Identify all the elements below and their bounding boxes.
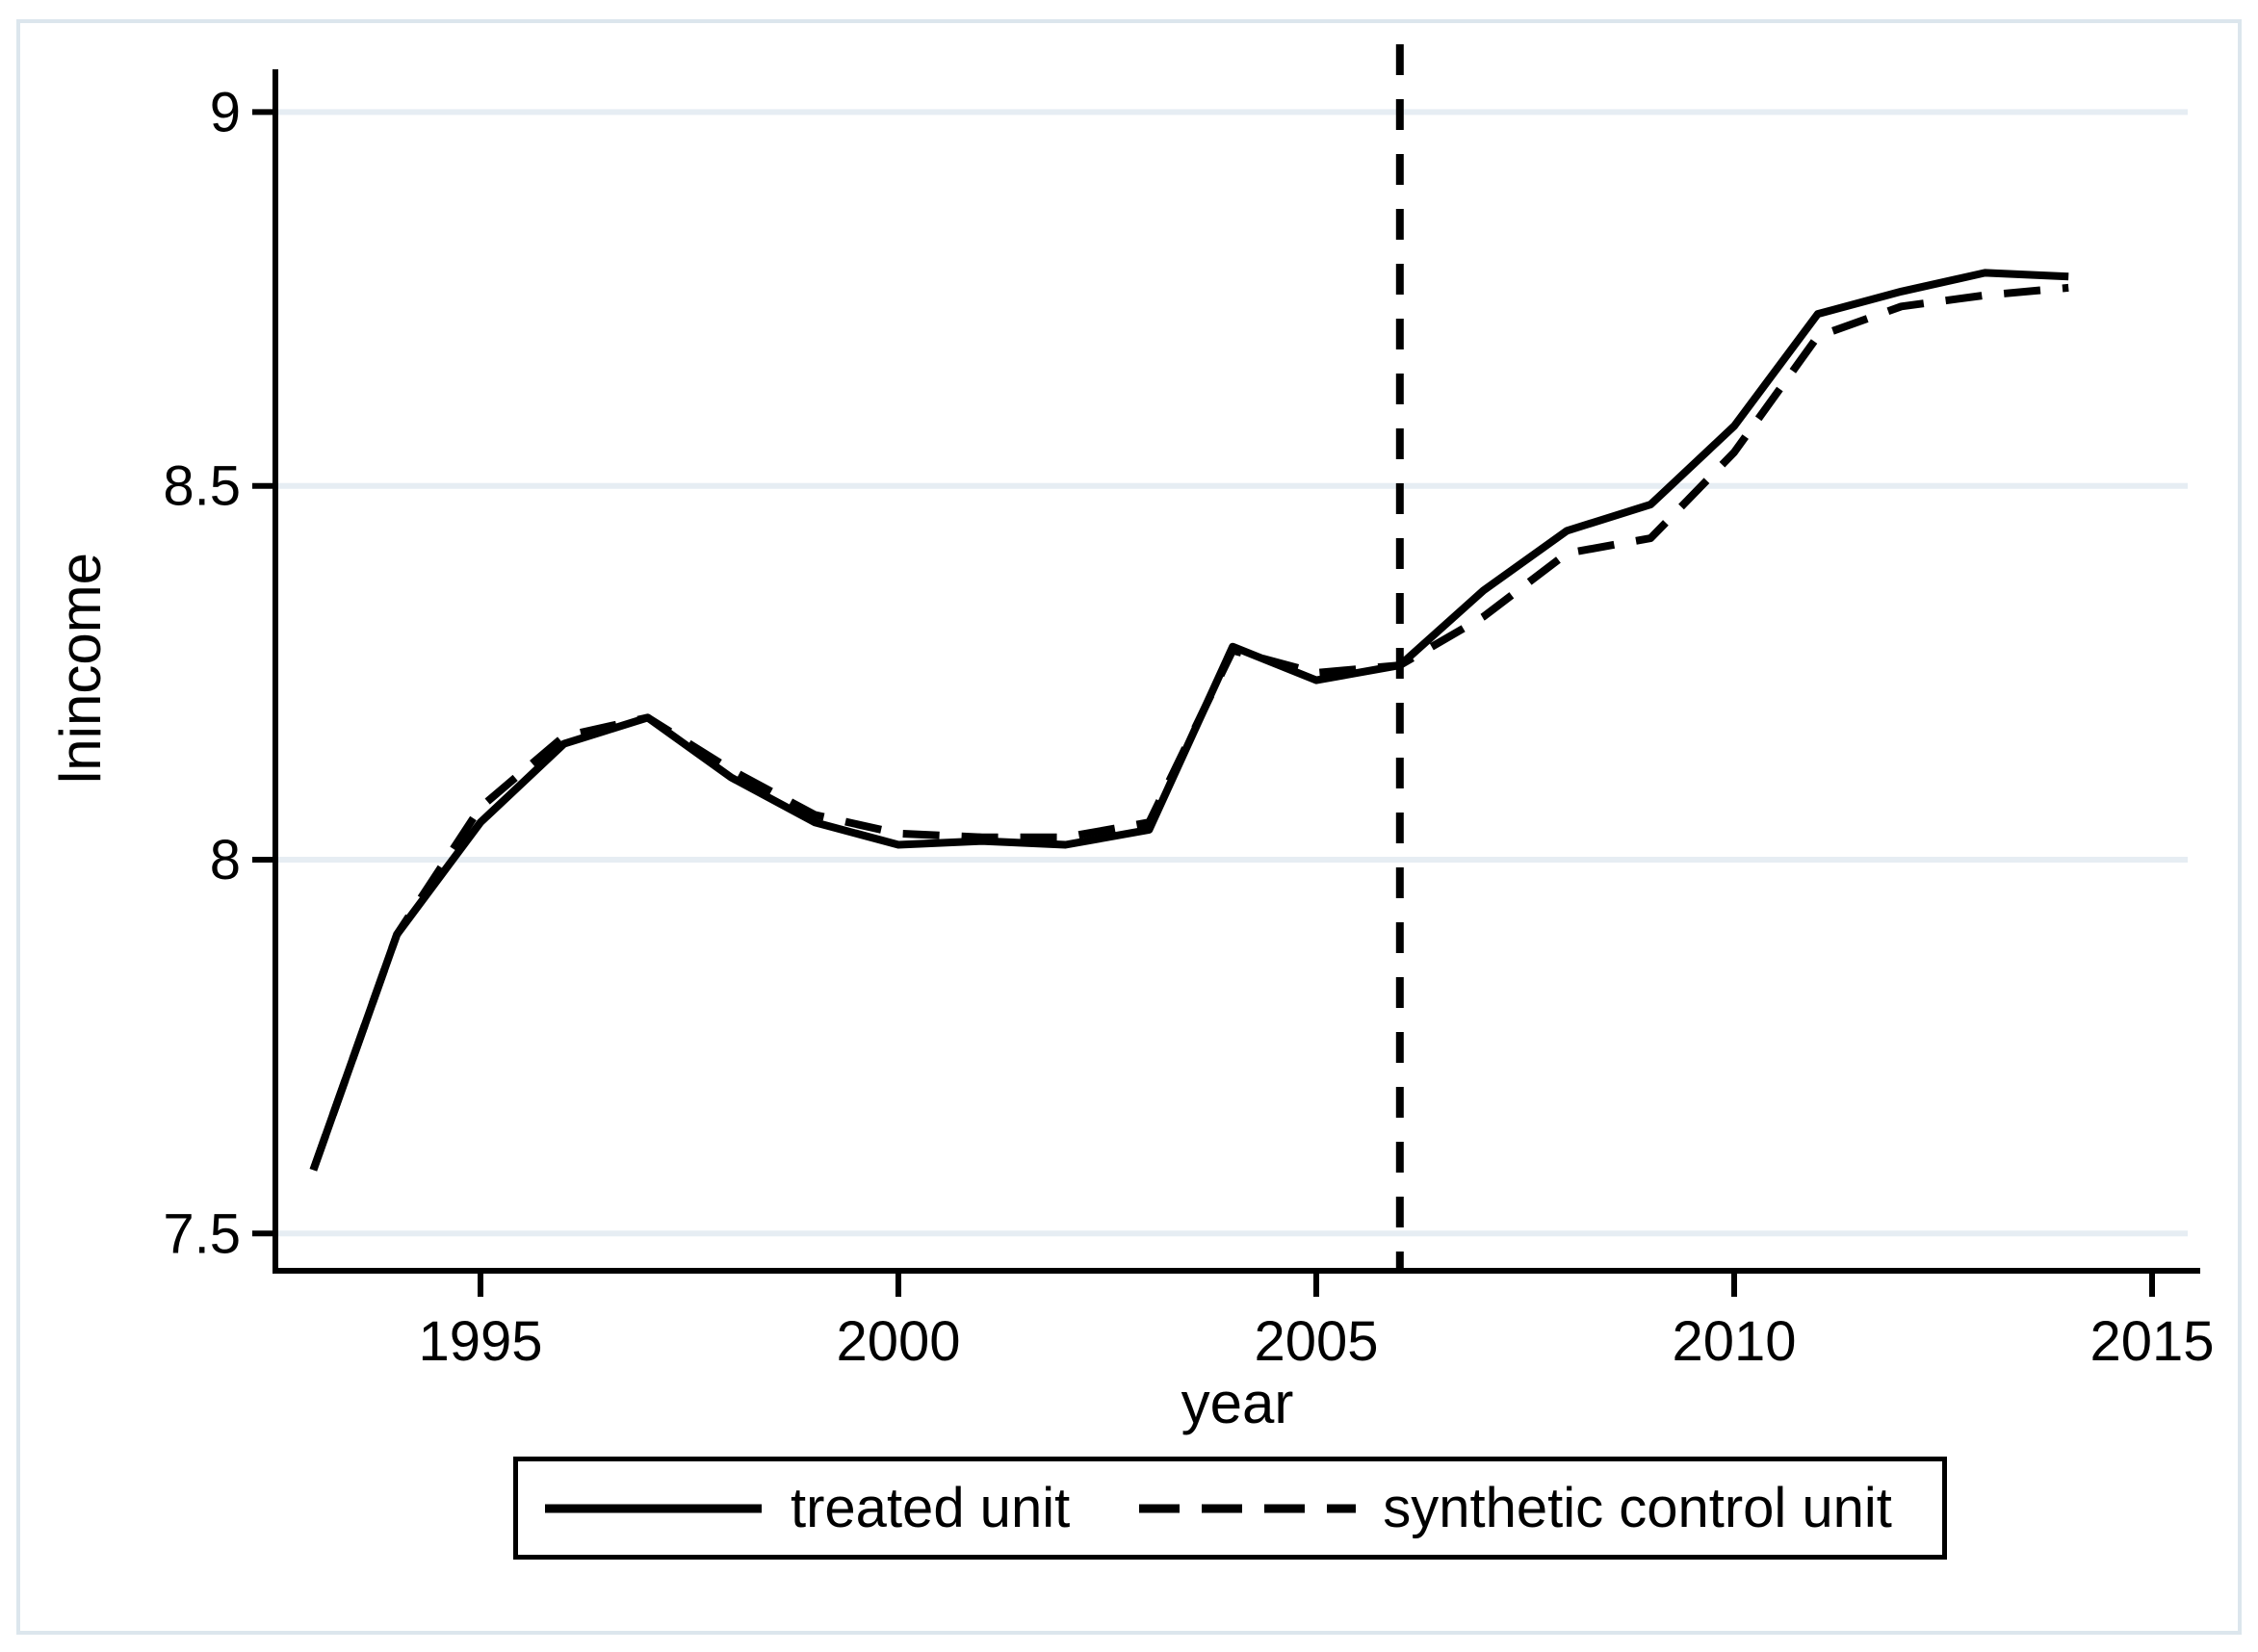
y-axis-title: lnincome bbox=[48, 553, 113, 784]
axes bbox=[273, 69, 2200, 1274]
treated-unit-legend-line bbox=[545, 1504, 762, 1512]
data-series bbox=[309, 269, 2069, 1172]
series-line-synthetic-control-unit bbox=[309, 283, 2069, 1172]
legend-label-synthetic-control-unit: synthetic control unit bbox=[1383, 1476, 1892, 1539]
x-tick-label-2015: 2015 bbox=[2089, 1310, 2214, 1373]
synthetic-control-legend-line bbox=[1139, 1504, 1357, 1512]
tick-labels: 7.5 8 8.5 9 1995 2000 2005 2010 2015 bbox=[163, 81, 2214, 1373]
legend-label-treated-unit: treated unit bbox=[791, 1476, 1071, 1539]
chart-legend: treated unit synthetic control unit bbox=[513, 1457, 1947, 1560]
y-tick-label-7.5: 7.5 bbox=[163, 1202, 241, 1265]
x-tick-label-2010: 2010 bbox=[1672, 1310, 1796, 1373]
x-axis-title: year bbox=[1181, 1371, 1294, 1435]
y-tick-label-8: 8 bbox=[210, 829, 241, 891]
y-tick-label-8.5: 8.5 bbox=[163, 455, 241, 518]
x-tick-label-2000: 2000 bbox=[836, 1310, 960, 1373]
tick-marks bbox=[252, 109, 2155, 1297]
series-line-treated-unit bbox=[309, 269, 2069, 1172]
gridlines bbox=[275, 109, 2188, 1237]
figure-border bbox=[16, 19, 2242, 1635]
x-tick-label-1995: 1995 bbox=[418, 1310, 542, 1373]
x-tick-label-2005: 2005 bbox=[1254, 1310, 1378, 1373]
y-tick-label-9: 9 bbox=[210, 81, 241, 143]
